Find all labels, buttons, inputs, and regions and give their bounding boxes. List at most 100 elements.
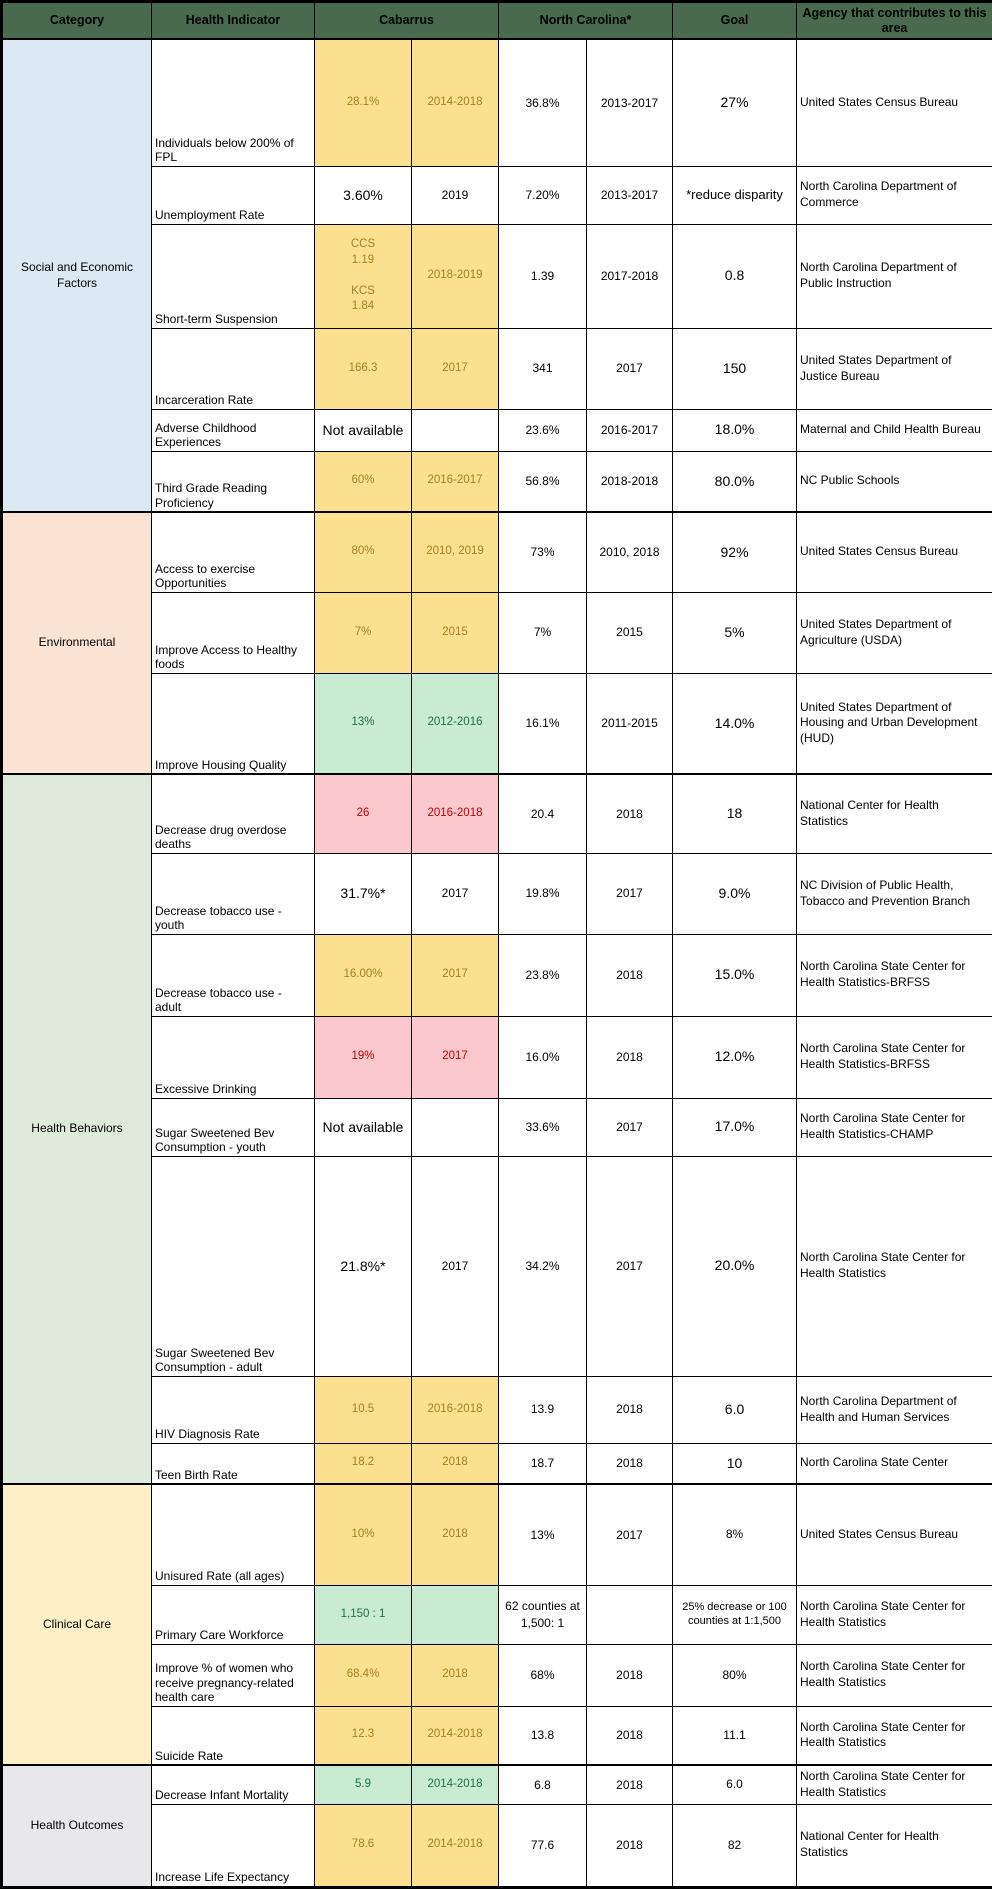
agency-cell: North Carolina State Center for Health S… bbox=[797, 1644, 992, 1706]
cabarrus-year-cell: 2014-2018 bbox=[412, 1706, 499, 1765]
nc-year-cell: 2018 bbox=[587, 1376, 673, 1443]
cabarrus-value-cell: 28.1% bbox=[315, 39, 412, 166]
agency-cell: Maternal and Child Health Bureau bbox=[797, 409, 992, 451]
nc-value-cell: 341 bbox=[499, 328, 587, 409]
indicator-cell: Decrease tobacco use - youth bbox=[152, 853, 315, 934]
agency-cell: North Carolina Department of Public Inst… bbox=[797, 224, 992, 328]
indicator-cell: Teen Birth Rate bbox=[152, 1443, 315, 1484]
goal-cell: 12.0% bbox=[673, 1016, 797, 1098]
table-row: Environmental Access to exercise Opportu… bbox=[2, 512, 992, 592]
nc-year-cell: 2017 bbox=[587, 1098, 673, 1156]
table-row: Health Outcomes Decrease Infant Mortalit… bbox=[2, 1765, 992, 1804]
indicator-cell: Decrease Infant Mortality bbox=[152, 1765, 315, 1804]
goal-cell: 6.0 bbox=[673, 1376, 797, 1443]
table-row: Health Behaviors Decrease drug overdose … bbox=[2, 774, 992, 853]
cabarrus-year-cell: 2017 bbox=[412, 934, 499, 1016]
nc-value-cell: 23.6% bbox=[499, 409, 587, 451]
agency-cell: North Carolina State Center for Health S… bbox=[797, 934, 992, 1016]
cabarrus-year-cell: 2016-2017 bbox=[412, 451, 499, 512]
cabarrus-year-cell: 2017 bbox=[412, 328, 499, 409]
header-cell-indicator: Health Indicator bbox=[152, 2, 315, 40]
header-cell-north-carolina: North Carolina* bbox=[499, 2, 673, 40]
nc-year-cell: 2016-2017 bbox=[587, 409, 673, 451]
goal-cell: 6.0 bbox=[673, 1765, 797, 1804]
nc-value-cell: 68% bbox=[499, 1644, 587, 1706]
nc-year-cell: 2010, 2018 bbox=[587, 512, 673, 592]
nc-year-cell: 2018 bbox=[587, 1443, 673, 1484]
agency-cell: United States Department of Housing and … bbox=[797, 673, 992, 774]
cabarrus-year-cell: 2010, 2019 bbox=[412, 512, 499, 592]
nc-value-cell: 7.20% bbox=[499, 166, 587, 224]
indicator-cell: Third Grade Reading Proficiency bbox=[152, 451, 315, 512]
cabarrus-value-cell: 68.4% bbox=[315, 1644, 412, 1706]
nc-year-cell: 2017 bbox=[587, 328, 673, 409]
category-cell: Environmental bbox=[2, 512, 152, 774]
cabarrus-year-cell: 2014-2018 bbox=[412, 1765, 499, 1804]
nc-value-cell: 34.2% bbox=[499, 1156, 587, 1376]
nc-value-cell: 23.8% bbox=[499, 934, 587, 1016]
agency-cell: NC Public Schools bbox=[797, 451, 992, 512]
agency-cell: United States Census Bureau bbox=[797, 512, 992, 592]
nc-year-cell: 2018 bbox=[587, 1765, 673, 1804]
nc-year-cell: 2013-2017 bbox=[587, 39, 673, 166]
nc-value-cell: 13.8 bbox=[499, 1706, 587, 1765]
agency-cell: National Center for Health Statistics bbox=[797, 774, 992, 853]
agency-cell: North Carolina State Center for Health S… bbox=[797, 1156, 992, 1376]
nc-value-cell: 77.6 bbox=[499, 1804, 587, 1887]
indicator-cell: Incarceration Rate bbox=[152, 328, 315, 409]
nc-year-cell: 2018 bbox=[587, 1644, 673, 1706]
goal-cell: 14.0% bbox=[673, 673, 797, 774]
goal-cell: 5% bbox=[673, 592, 797, 673]
cabarrus-value-cell: 26 bbox=[315, 774, 412, 853]
agency-cell: North Carolina Department of Commerce bbox=[797, 166, 992, 224]
cabarrus-year-cell: 2016-2018 bbox=[412, 774, 499, 853]
cabarrus-year-cell bbox=[412, 409, 499, 451]
cabarrus-year-cell: 2018 bbox=[412, 1443, 499, 1484]
nc-value-cell: 19.8% bbox=[499, 853, 587, 934]
cabarrus-value-cell: 21.8%* bbox=[315, 1156, 412, 1376]
agency-cell: North Carolina State Center for Health S… bbox=[797, 1098, 992, 1156]
agency-cell: North Carolina Department of Health and … bbox=[797, 1376, 992, 1443]
agency-cell: North Carolina State Center for Health S… bbox=[797, 1765, 992, 1804]
nc-year-cell: 2018 bbox=[587, 1706, 673, 1765]
indicator-cell: Improve Access to Healthy foods bbox=[152, 592, 315, 673]
cabarrus-value-cell: 7% bbox=[315, 592, 412, 673]
cabarrus-value-cell: Not available bbox=[315, 409, 412, 451]
header-cell-cabarrus: Cabarrus bbox=[315, 2, 499, 40]
cabarrus-value-cell: 10% bbox=[315, 1484, 412, 1585]
cabarrus-value-cell: 5.9 bbox=[315, 1765, 412, 1804]
nc-value-cell: 56.8% bbox=[499, 451, 587, 512]
goal-cell: 82 bbox=[673, 1804, 797, 1887]
goal-cell: 80.0% bbox=[673, 451, 797, 512]
agency-cell: United States Department of Justice Bure… bbox=[797, 328, 992, 409]
nc-year-cell: 2017 bbox=[587, 1156, 673, 1376]
header-cell-agency: Agency that contributes to this area bbox=[797, 2, 992, 40]
cabarrus-year-cell: 2017 bbox=[412, 1156, 499, 1376]
indicator-cell: Individuals below 200% of FPL bbox=[152, 39, 315, 166]
indicator-cell: Decrease tobacco use - adult bbox=[152, 934, 315, 1016]
category-cell: Social and Economic Factors bbox=[2, 39, 152, 512]
indicator-cell: Unemployment Rate bbox=[152, 166, 315, 224]
agency-cell: North Carolina State Center for Health S… bbox=[797, 1585, 992, 1644]
cabarrus-year-cell: 2019 bbox=[412, 166, 499, 224]
cabarrus-value-cell: 12.3 bbox=[315, 1706, 412, 1765]
cabarrus-year-cell bbox=[412, 1585, 499, 1644]
table-row: Clinical Care Unisured Rate (all ages) 1… bbox=[2, 1484, 992, 1585]
goal-cell: 18 bbox=[673, 774, 797, 853]
cabarrus-value-cell: 16.00% bbox=[315, 934, 412, 1016]
agency-cell: North Carolina State Center bbox=[797, 1443, 992, 1484]
nc-value-cell: 73% bbox=[499, 512, 587, 592]
nc-value-cell: 13% bbox=[499, 1484, 587, 1585]
goal-cell: 0.8 bbox=[673, 224, 797, 328]
cabarrus-year-cell: 2018-2019 bbox=[412, 224, 499, 328]
cabarrus-year-cell bbox=[412, 1098, 499, 1156]
table-row: Social and Economic Factors Individuals … bbox=[2, 39, 992, 166]
indicator-cell: Improve % of women who receive pregnancy… bbox=[152, 1644, 315, 1706]
goal-cell: 150 bbox=[673, 328, 797, 409]
nc-value-cell: 20.4 bbox=[499, 774, 587, 853]
nc-year-cell: 2018 bbox=[587, 1804, 673, 1887]
goal-cell: 17.0% bbox=[673, 1098, 797, 1156]
agency-cell: United States Census Bureau bbox=[797, 39, 992, 166]
goal-cell: 9.0% bbox=[673, 853, 797, 934]
